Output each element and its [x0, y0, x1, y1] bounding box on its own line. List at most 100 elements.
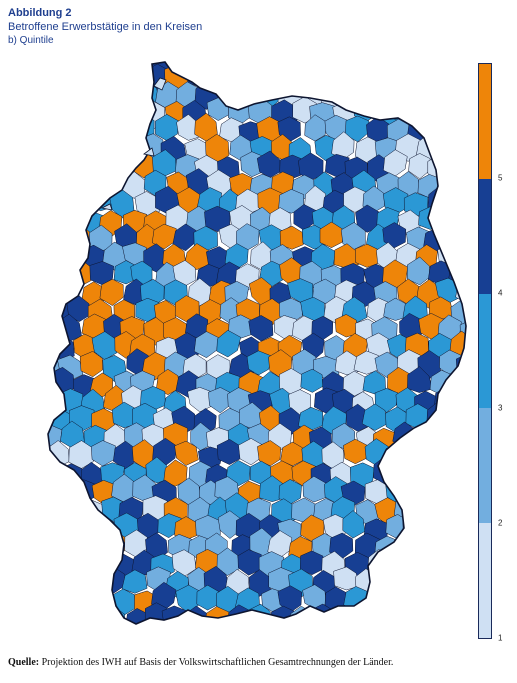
district-area [40, 66, 43, 89]
district-area [363, 62, 388, 72]
district-area [40, 386, 42, 415]
district-area [216, 547, 241, 576]
district-area [311, 640, 334, 644]
district-area [56, 100, 82, 128]
district-area [48, 302, 54, 327]
district-area [374, 565, 399, 594]
district-area [336, 641, 359, 644]
district-area [40, 459, 43, 483]
district-area [216, 329, 241, 358]
district-area [426, 62, 451, 70]
legend-band-2 [479, 408, 491, 524]
district-area [435, 208, 462, 234]
district-area [227, 65, 251, 94]
district-area [48, 190, 56, 220]
figure-header: Abbildung 2 Betroffene Erwerbstätige in … [8, 6, 202, 47]
islands [100, 77, 167, 211]
district-area [114, 83, 140, 110]
district-area [89, 551, 114, 578]
district-area [449, 444, 466, 469]
legend-tick-4: 4 [498, 288, 503, 298]
district-area [300, 368, 324, 393]
district-area [48, 621, 51, 624]
district-area [322, 62, 349, 70]
district-area [57, 246, 83, 272]
district-area [418, 99, 442, 124]
district-area [332, 606, 355, 624]
district-area [412, 62, 439, 90]
district-area [103, 63, 126, 92]
district-area [429, 511, 453, 538]
district-area [297, 621, 321, 624]
district-area [353, 350, 380, 375]
district-area [333, 566, 360, 591]
district-area [48, 241, 62, 270]
district-area [449, 224, 466, 254]
district-area [455, 604, 466, 624]
district-area [465, 366, 466, 394]
district-area [345, 80, 369, 111]
district-area [278, 189, 305, 214]
district-area [447, 588, 466, 616]
legend-band-1 [479, 523, 491, 638]
district-area [56, 498, 82, 527]
district-area [465, 257, 466, 285]
district-area [48, 135, 63, 165]
district-area [399, 63, 424, 93]
district-area [237, 549, 262, 576]
district-area [447, 79, 466, 107]
district-area [459, 565, 466, 594]
district-area [40, 569, 42, 596]
legend-band-3 [479, 293, 491, 409]
district-area [145, 456, 170, 484]
district-area [364, 587, 391, 615]
district-area [50, 225, 75, 253]
district-area [61, 642, 84, 644]
district-area [70, 188, 94, 216]
district-area [439, 62, 461, 88]
district-area [90, 588, 113, 616]
district-area [48, 62, 53, 74]
district-area [229, 643, 254, 644]
district-area [293, 62, 318, 90]
district-area [425, 551, 450, 577]
district-area [428, 440, 453, 466]
district-area [248, 315, 274, 342]
district-area [48, 477, 72, 503]
district-area [438, 497, 464, 526]
district-area [126, 643, 150, 644]
district-area [81, 170, 107, 200]
district-area [40, 354, 43, 380]
district-area [48, 604, 63, 624]
figure-subtitle: b) Quintile [8, 35, 54, 46]
district-area [207, 640, 232, 644]
district-area [290, 641, 314, 644]
district-tiles [40, 62, 471, 645]
district-area [113, 115, 136, 142]
district-area [426, 620, 449, 624]
district-area [342, 510, 366, 539]
district-area [467, 226, 471, 252]
district-area [403, 552, 428, 581]
district-area [461, 207, 466, 236]
district-area [396, 530, 421, 557]
district-area [53, 625, 76, 644]
district-area [396, 640, 418, 644]
district-area [90, 623, 115, 624]
district-area [156, 368, 180, 396]
district-area [458, 64, 466, 92]
district-area [460, 420, 466, 450]
district-area [309, 62, 334, 91]
district-area [48, 370, 52, 397]
district-area [236, 620, 260, 624]
district-area [40, 244, 42, 272]
district-area [469, 476, 470, 505]
district-area [344, 618, 369, 624]
district-area [199, 62, 224, 68]
district-area [419, 640, 440, 645]
district-area [48, 535, 64, 561]
district-area [466, 338, 470, 362]
district-area [203, 606, 230, 624]
district-area [78, 638, 101, 644]
district-area [408, 623, 433, 624]
